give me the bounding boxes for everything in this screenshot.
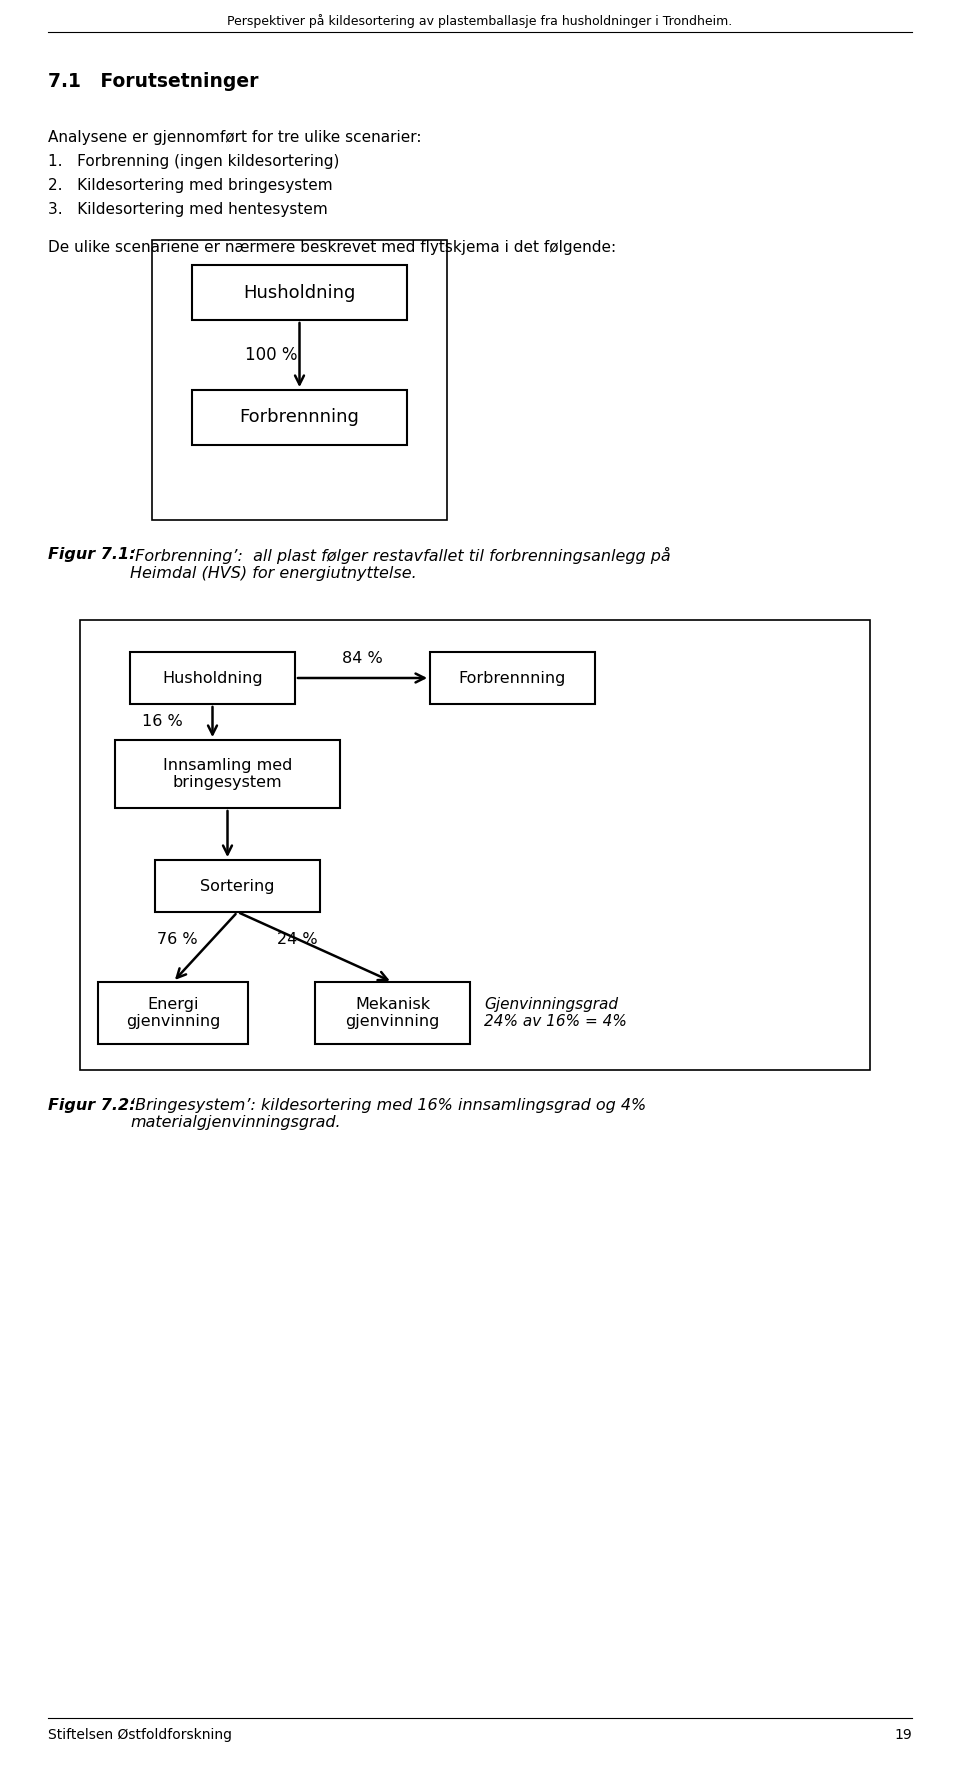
Bar [315, 982, 470, 1044]
Bar [80, 620, 870, 1070]
Text: Forbrennning: Forbrennning [240, 408, 359, 427]
Text: Stiftelsen Østfoldforskning: Stiftelsen Østfoldforskning [48, 1727, 232, 1741]
Text: Energi
gjenvinning: Energi gjenvinning [126, 996, 220, 1030]
Text: Figur 7.1:: Figur 7.1: [48, 547, 135, 562]
Text: ‘Bringesystem’: kildesortering med 16% innsamlingsgrad og 4%
materialgjenvinning: ‘Bringesystem’: kildesortering med 16% i… [130, 1098, 646, 1130]
Text: ‘Forbrenning’:  all plast følger restavfallet til forbrenningsanlegg på
Heimdal : ‘Forbrenning’: all plast følger restavfa… [130, 547, 671, 581]
Text: Forbrennning: Forbrennning [459, 671, 566, 685]
Text: 100 %: 100 % [245, 346, 298, 364]
Text: 76 %: 76 % [157, 932, 198, 948]
Text: Mekanisk
gjenvinning: Mekanisk gjenvinning [346, 996, 440, 1030]
Text: Sortering: Sortering [201, 878, 275, 894]
Text: 2.   Kildesortering med bringesystem: 2. Kildesortering med bringesystem [48, 178, 332, 192]
Text: Analysene er gjennomført for tre ulike scenarier:: Analysene er gjennomført for tre ulike s… [48, 131, 421, 145]
Text: 7.1   Forutsetninger: 7.1 Forutsetninger [48, 72, 258, 92]
Text: Perspektiver på kildesortering av plastemballasje fra husholdninger i Trondheim.: Perspektiver på kildesortering av plaste… [228, 14, 732, 28]
Text: 84 %: 84 % [342, 652, 383, 666]
Text: Figur 7.2:: Figur 7.2: [48, 1098, 135, 1113]
Text: Husholdning: Husholdning [243, 284, 356, 302]
Text: Husholdning: Husholdning [162, 671, 263, 685]
Bar [130, 652, 295, 705]
Bar [115, 740, 340, 809]
Text: 3.   Kildesortering med hentesystem: 3. Kildesortering med hentesystem [48, 201, 327, 217]
Text: 16 %: 16 % [142, 715, 182, 729]
Text: 19: 19 [895, 1727, 912, 1741]
Bar [98, 982, 248, 1044]
Text: Gjenvinningsgrad
24% av 16% = 4%: Gjenvinningsgrad 24% av 16% = 4% [484, 996, 627, 1030]
Text: De ulike scenariene er nærmere beskrevet med flytskjema i det følgende:: De ulike scenariene er nærmere beskrevet… [48, 240, 616, 254]
Bar [430, 652, 595, 705]
Text: 1.   Forbrenning (ingen kildesortering): 1. Forbrenning (ingen kildesortering) [48, 154, 340, 170]
Bar [155, 860, 320, 911]
Text: Innsamling med
bringesystem: Innsamling med bringesystem [163, 758, 292, 789]
Bar [192, 265, 407, 320]
Bar [192, 390, 407, 445]
Text: 24 %: 24 % [277, 932, 318, 948]
Bar [152, 240, 447, 519]
